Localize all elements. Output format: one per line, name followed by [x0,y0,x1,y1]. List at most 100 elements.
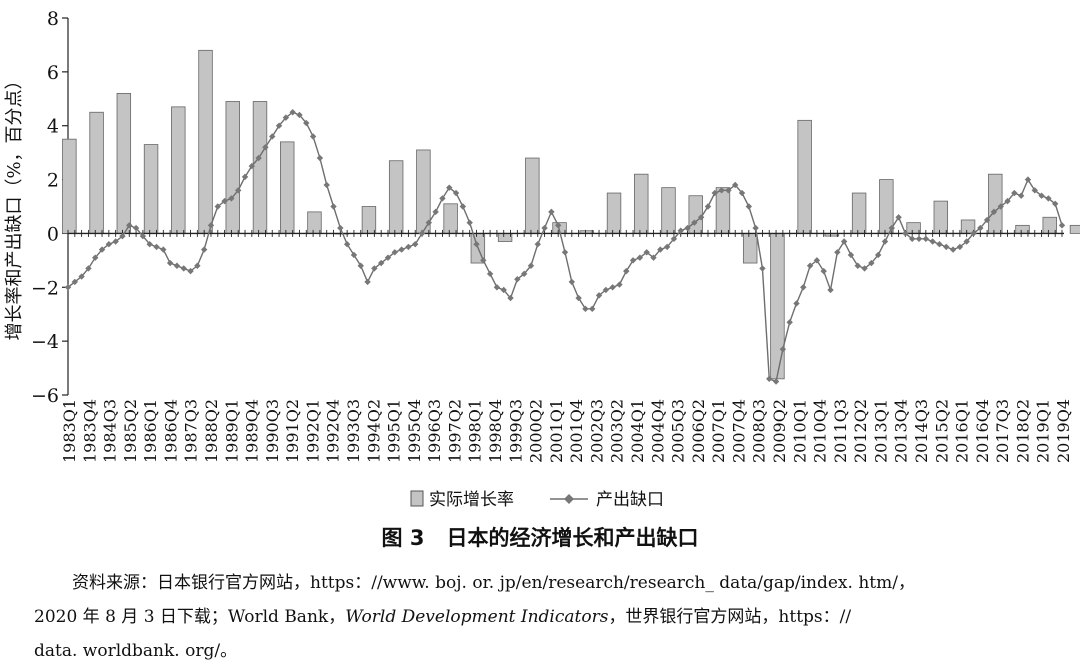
line-point [412,241,419,248]
bar [715,187,731,234]
line-point [874,251,882,259]
x-tick-label: 1999Q3 [506,399,525,463]
line-point [507,294,514,302]
line-point [840,238,848,245]
line-point [473,241,480,248]
line-point [316,154,324,162]
line-point [732,181,739,189]
x-tick-label: 1992Q4 [324,399,343,463]
line-point [806,262,814,269]
bar [1015,224,1030,234]
line-point [398,246,405,253]
x-tick-label: 2000Q2 [527,399,546,463]
bar-series [62,49,1080,380]
x-tick-label: 1983Q1 [60,399,79,463]
line-point [439,195,446,202]
line-point [452,189,460,197]
x-tick-label: 1983Q4 [80,399,99,463]
line-point [282,114,290,121]
legend: 实际增长率 产出缺口 [410,490,664,510]
line-point [1004,197,1011,205]
x-tick-label: 1989Q4 [243,399,262,463]
line-point [187,267,194,275]
line-point [868,259,875,267]
line-point [854,262,861,269]
line-point [589,305,596,313]
line-point [384,254,392,261]
source-line-2-tail: ，世界银行官方网站，https：// [608,607,852,627]
x-tick-label: 2013Q4 [892,399,911,463]
bar [143,144,159,234]
source-line-2-text: 2020 年 8 月 3 日下载；World Bank， [34,607,346,627]
figure-title: 日本的经济增长和产出缺口 [446,526,699,550]
bar [307,211,322,234]
line-point [1031,187,1038,194]
bar [1042,216,1057,234]
line-point [105,241,113,248]
line-point [486,270,494,278]
line-point [909,235,916,243]
line-point [527,262,535,269]
x-tick-label: 2009Q2 [770,399,789,463]
line-point [343,241,351,248]
line-point [214,203,221,210]
line-point [834,249,841,256]
line-point [561,249,569,256]
figure-number: 图 3 [381,526,425,550]
bar [906,222,921,234]
output-gap-line [67,111,1063,383]
line-point [902,230,909,237]
bar [988,173,1003,234]
line-point [766,375,773,383]
y-tick-label: −4 [31,331,59,353]
x-tick-label: 2019Q4 [1054,399,1073,463]
line-point [827,286,834,294]
line-point [85,265,92,272]
line-point [364,278,371,286]
legend-line-marker [564,494,574,504]
bar [361,206,377,234]
line-point [595,292,603,299]
y-tick-label: 6 [47,62,59,84]
line-point [262,144,269,151]
line-point [1058,222,1066,229]
line-point [289,109,296,116]
line-point [711,189,718,197]
x-tick-label: 2011Q3 [831,399,850,463]
line-point [684,224,691,232]
x-tick-label: 2003Q2 [608,399,627,463]
bar [497,233,513,242]
x-tick-label: 1998Q4 [486,399,505,463]
y-tick-label: −2 [31,277,59,299]
line-point [98,246,106,253]
line-point [657,246,664,253]
line-point [997,203,1004,210]
bar [116,93,132,234]
x-tick-label: 2012Q2 [851,399,870,463]
line-point [983,216,991,224]
x-tick-label: 2015Q2 [932,399,951,463]
bar [443,203,458,234]
line-point [786,319,793,326]
bar [225,101,240,234]
line-point [915,235,923,243]
x-tick-label: 2008Q3 [750,399,769,463]
line-point [888,224,895,232]
x-tick-labels: 1983Q1 1983Q4 1984Q3 1985Q2 1986Q1 1986Q4 1987… [60,399,1073,463]
y-tick-label: 4 [47,116,59,138]
y-tick-label: −6 [31,385,59,407]
line-point [520,270,528,278]
source-publication-title: World Development Indicators [345,607,609,627]
line-point [221,197,228,205]
x-tick-label: 1990Q3 [263,399,282,463]
line-point [180,265,187,272]
bar [280,141,295,234]
line-point [309,133,317,140]
line-point [800,284,807,291]
line-point [1024,176,1032,183]
bar [1069,224,1080,234]
line-point [752,224,759,232]
bar [89,111,104,234]
line-point [1038,192,1045,199]
line-point [228,195,235,202]
